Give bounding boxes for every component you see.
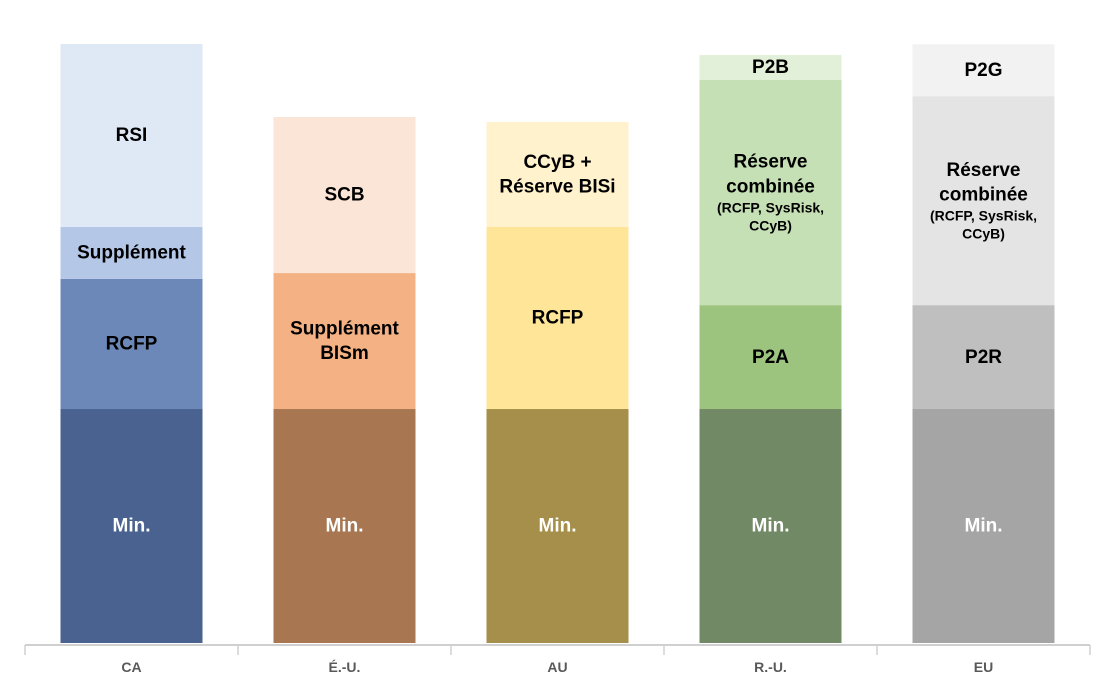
segment-label: combinée: [939, 185, 1028, 206]
segment-label: Supplément: [290, 318, 399, 339]
segment-label: Réserve: [947, 160, 1021, 181]
bar-segment: [699, 305, 842, 410]
segment-label: Supplément: [77, 243, 186, 264]
segment-label: CCyB): [962, 226, 1005, 242]
bar-segment: [486, 226, 629, 410]
x-tick-label: EU: [974, 659, 993, 675]
bar-segment: [60, 278, 203, 410]
segment-label: Min.: [752, 516, 790, 537]
segment-label: P2G: [964, 60, 1002, 81]
bar-segment: [912, 305, 1055, 410]
bar-segment: [273, 273, 416, 410]
x-tick-label: AU: [547, 659, 567, 675]
segment-label: P2A: [752, 347, 789, 368]
segment-label: BISm: [320, 343, 369, 364]
bar-segment: [60, 44, 203, 227]
segment-label: (RCFP, SysRisk,: [717, 199, 824, 215]
segment-label: Min.: [113, 516, 151, 537]
bar-segment: [699, 54, 842, 81]
segment-label: RCFP: [106, 334, 158, 355]
segment-label: CCyB): [749, 218, 792, 234]
segment-label: RSI: [116, 125, 148, 146]
segment-label: Réserve: [734, 152, 808, 173]
bar-segment: [699, 409, 842, 643]
x-tick-label: É.-U.: [329, 659, 361, 675]
segment-label: RCFP: [532, 308, 584, 329]
bar-segment: [60, 226, 203, 279]
segment-label: Réserve BISi: [499, 176, 615, 197]
bar-segment: [273, 409, 416, 643]
segment-label: Min.: [539, 516, 577, 537]
bar-segment: [486, 409, 629, 643]
bar-segment: [912, 409, 1055, 643]
x-tick-label: CA: [121, 659, 141, 675]
bar-segment: [912, 44, 1055, 97]
segment-label: P2R: [965, 347, 1002, 368]
segment-label: Min.: [326, 516, 364, 537]
segment-label: Min.: [965, 516, 1003, 537]
bar-segment: [486, 121, 629, 227]
segment-label: CCyB +: [523, 152, 591, 173]
segment-label: combinée: [726, 176, 815, 197]
segment-label: P2B: [752, 57, 789, 78]
bar-segment: [699, 80, 842, 306]
bar-segment: [60, 409, 203, 643]
x-tick-label: R.-U.: [754, 659, 787, 675]
bar-segment: [912, 96, 1055, 306]
segment-label: (RCFP, SysRisk,: [930, 207, 1037, 223]
bar-segment: [273, 117, 416, 274]
segment-label: SCB: [324, 185, 364, 206]
